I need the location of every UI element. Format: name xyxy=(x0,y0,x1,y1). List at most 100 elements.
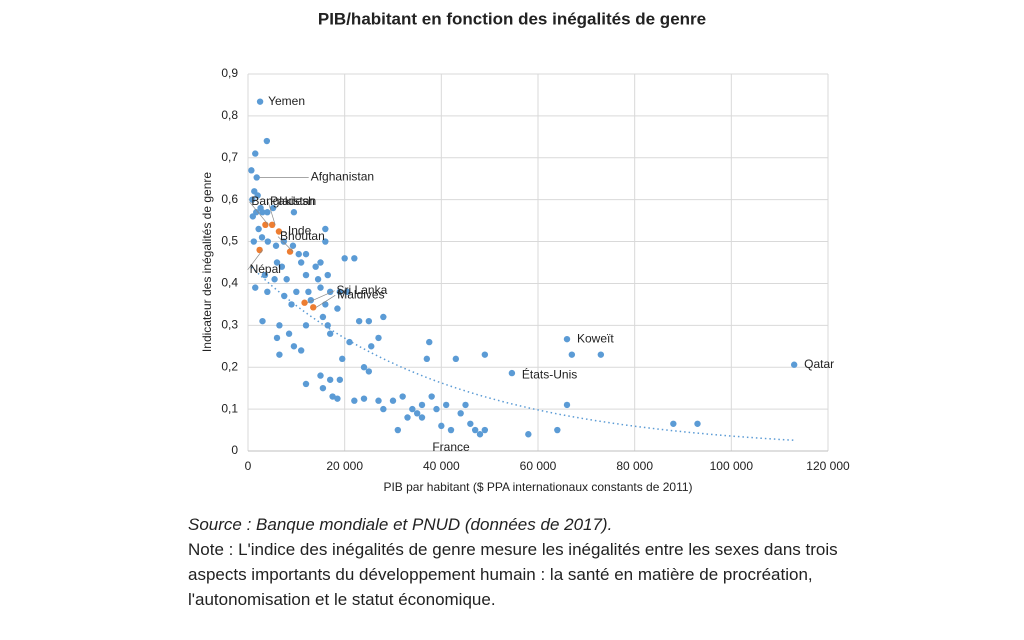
point xyxy=(438,422,445,430)
y-tick-label: 0,5 xyxy=(221,234,238,248)
point-label: Bangladesh xyxy=(251,194,314,208)
point xyxy=(324,271,331,279)
point xyxy=(790,361,798,368)
point xyxy=(326,376,334,383)
point xyxy=(563,335,571,343)
point xyxy=(336,288,344,296)
leader-line xyxy=(316,295,336,308)
leader-line xyxy=(247,249,263,271)
point xyxy=(481,426,489,434)
point xyxy=(375,334,382,342)
y-tick-label: 0,8 xyxy=(221,108,238,122)
point xyxy=(269,204,277,212)
point xyxy=(250,238,257,245)
point xyxy=(368,343,375,350)
point xyxy=(525,431,532,438)
point xyxy=(297,347,305,354)
point xyxy=(276,322,283,329)
point xyxy=(288,301,295,308)
point xyxy=(312,263,319,270)
point xyxy=(597,351,605,358)
point xyxy=(271,276,278,283)
point xyxy=(301,299,308,306)
y-axis-title: Indicateur des inégalités de genre xyxy=(200,172,214,352)
point xyxy=(253,209,260,216)
point xyxy=(314,276,322,283)
point xyxy=(462,401,469,409)
point xyxy=(413,410,421,417)
point xyxy=(285,330,293,337)
point xyxy=(286,248,294,255)
point xyxy=(324,322,331,329)
point xyxy=(317,259,324,266)
leader-line xyxy=(249,201,269,226)
point xyxy=(360,395,368,402)
point xyxy=(329,393,336,400)
point xyxy=(253,174,260,181)
point xyxy=(404,414,411,421)
point xyxy=(508,369,516,377)
x-tick-label: 120 000 xyxy=(806,459,850,473)
point xyxy=(290,343,298,350)
point xyxy=(302,322,310,329)
y-tick-label: 0,9 xyxy=(221,66,238,80)
point xyxy=(264,288,271,296)
y-tick-label: 0,7 xyxy=(221,150,238,164)
leader-line xyxy=(277,236,294,252)
point xyxy=(322,238,329,245)
point xyxy=(262,221,269,228)
point xyxy=(259,317,266,325)
point xyxy=(694,420,701,427)
point xyxy=(351,255,358,262)
point xyxy=(290,209,298,216)
point xyxy=(289,242,297,249)
point xyxy=(423,355,431,363)
point xyxy=(670,420,677,427)
point xyxy=(418,401,426,409)
point xyxy=(399,393,406,400)
note: Note : L'indice des inégalités de genre … xyxy=(188,540,838,609)
point xyxy=(319,384,327,392)
y-tick-label: 0,4 xyxy=(221,276,238,290)
point xyxy=(457,410,464,417)
point xyxy=(467,420,474,427)
point xyxy=(351,397,358,404)
point xyxy=(563,401,571,409)
point-label: Maldives xyxy=(337,287,384,301)
point xyxy=(442,401,450,409)
point-label: Sri Lanka xyxy=(337,283,388,297)
point xyxy=(258,234,266,241)
x-tick-label: 0 xyxy=(245,459,252,473)
x-axis-title: PIB par habitant ($ PPA internationaux c… xyxy=(383,480,692,494)
point xyxy=(334,305,341,312)
point xyxy=(433,405,440,413)
point xyxy=(394,426,402,434)
point xyxy=(452,355,460,363)
point xyxy=(389,397,397,404)
point-label: Yemen xyxy=(268,94,305,108)
point xyxy=(310,304,317,311)
point xyxy=(264,209,271,216)
point xyxy=(554,426,561,434)
point xyxy=(339,355,346,363)
point xyxy=(428,393,435,400)
point xyxy=(426,338,433,346)
point xyxy=(256,246,263,254)
point xyxy=(322,225,329,233)
point xyxy=(336,376,344,383)
point xyxy=(297,259,305,266)
point-label: Qatar xyxy=(804,357,834,371)
point xyxy=(481,351,489,358)
point xyxy=(305,288,312,296)
point xyxy=(281,292,288,300)
point xyxy=(447,426,455,434)
point xyxy=(264,238,272,245)
point xyxy=(252,284,259,291)
point xyxy=(302,380,310,388)
y-tick-label: 0,3 xyxy=(221,318,238,332)
point xyxy=(278,263,286,270)
x-tick-label: 40 000 xyxy=(423,459,460,473)
point xyxy=(380,313,387,321)
point xyxy=(280,238,287,245)
y-tick-label: 0,6 xyxy=(221,192,238,206)
